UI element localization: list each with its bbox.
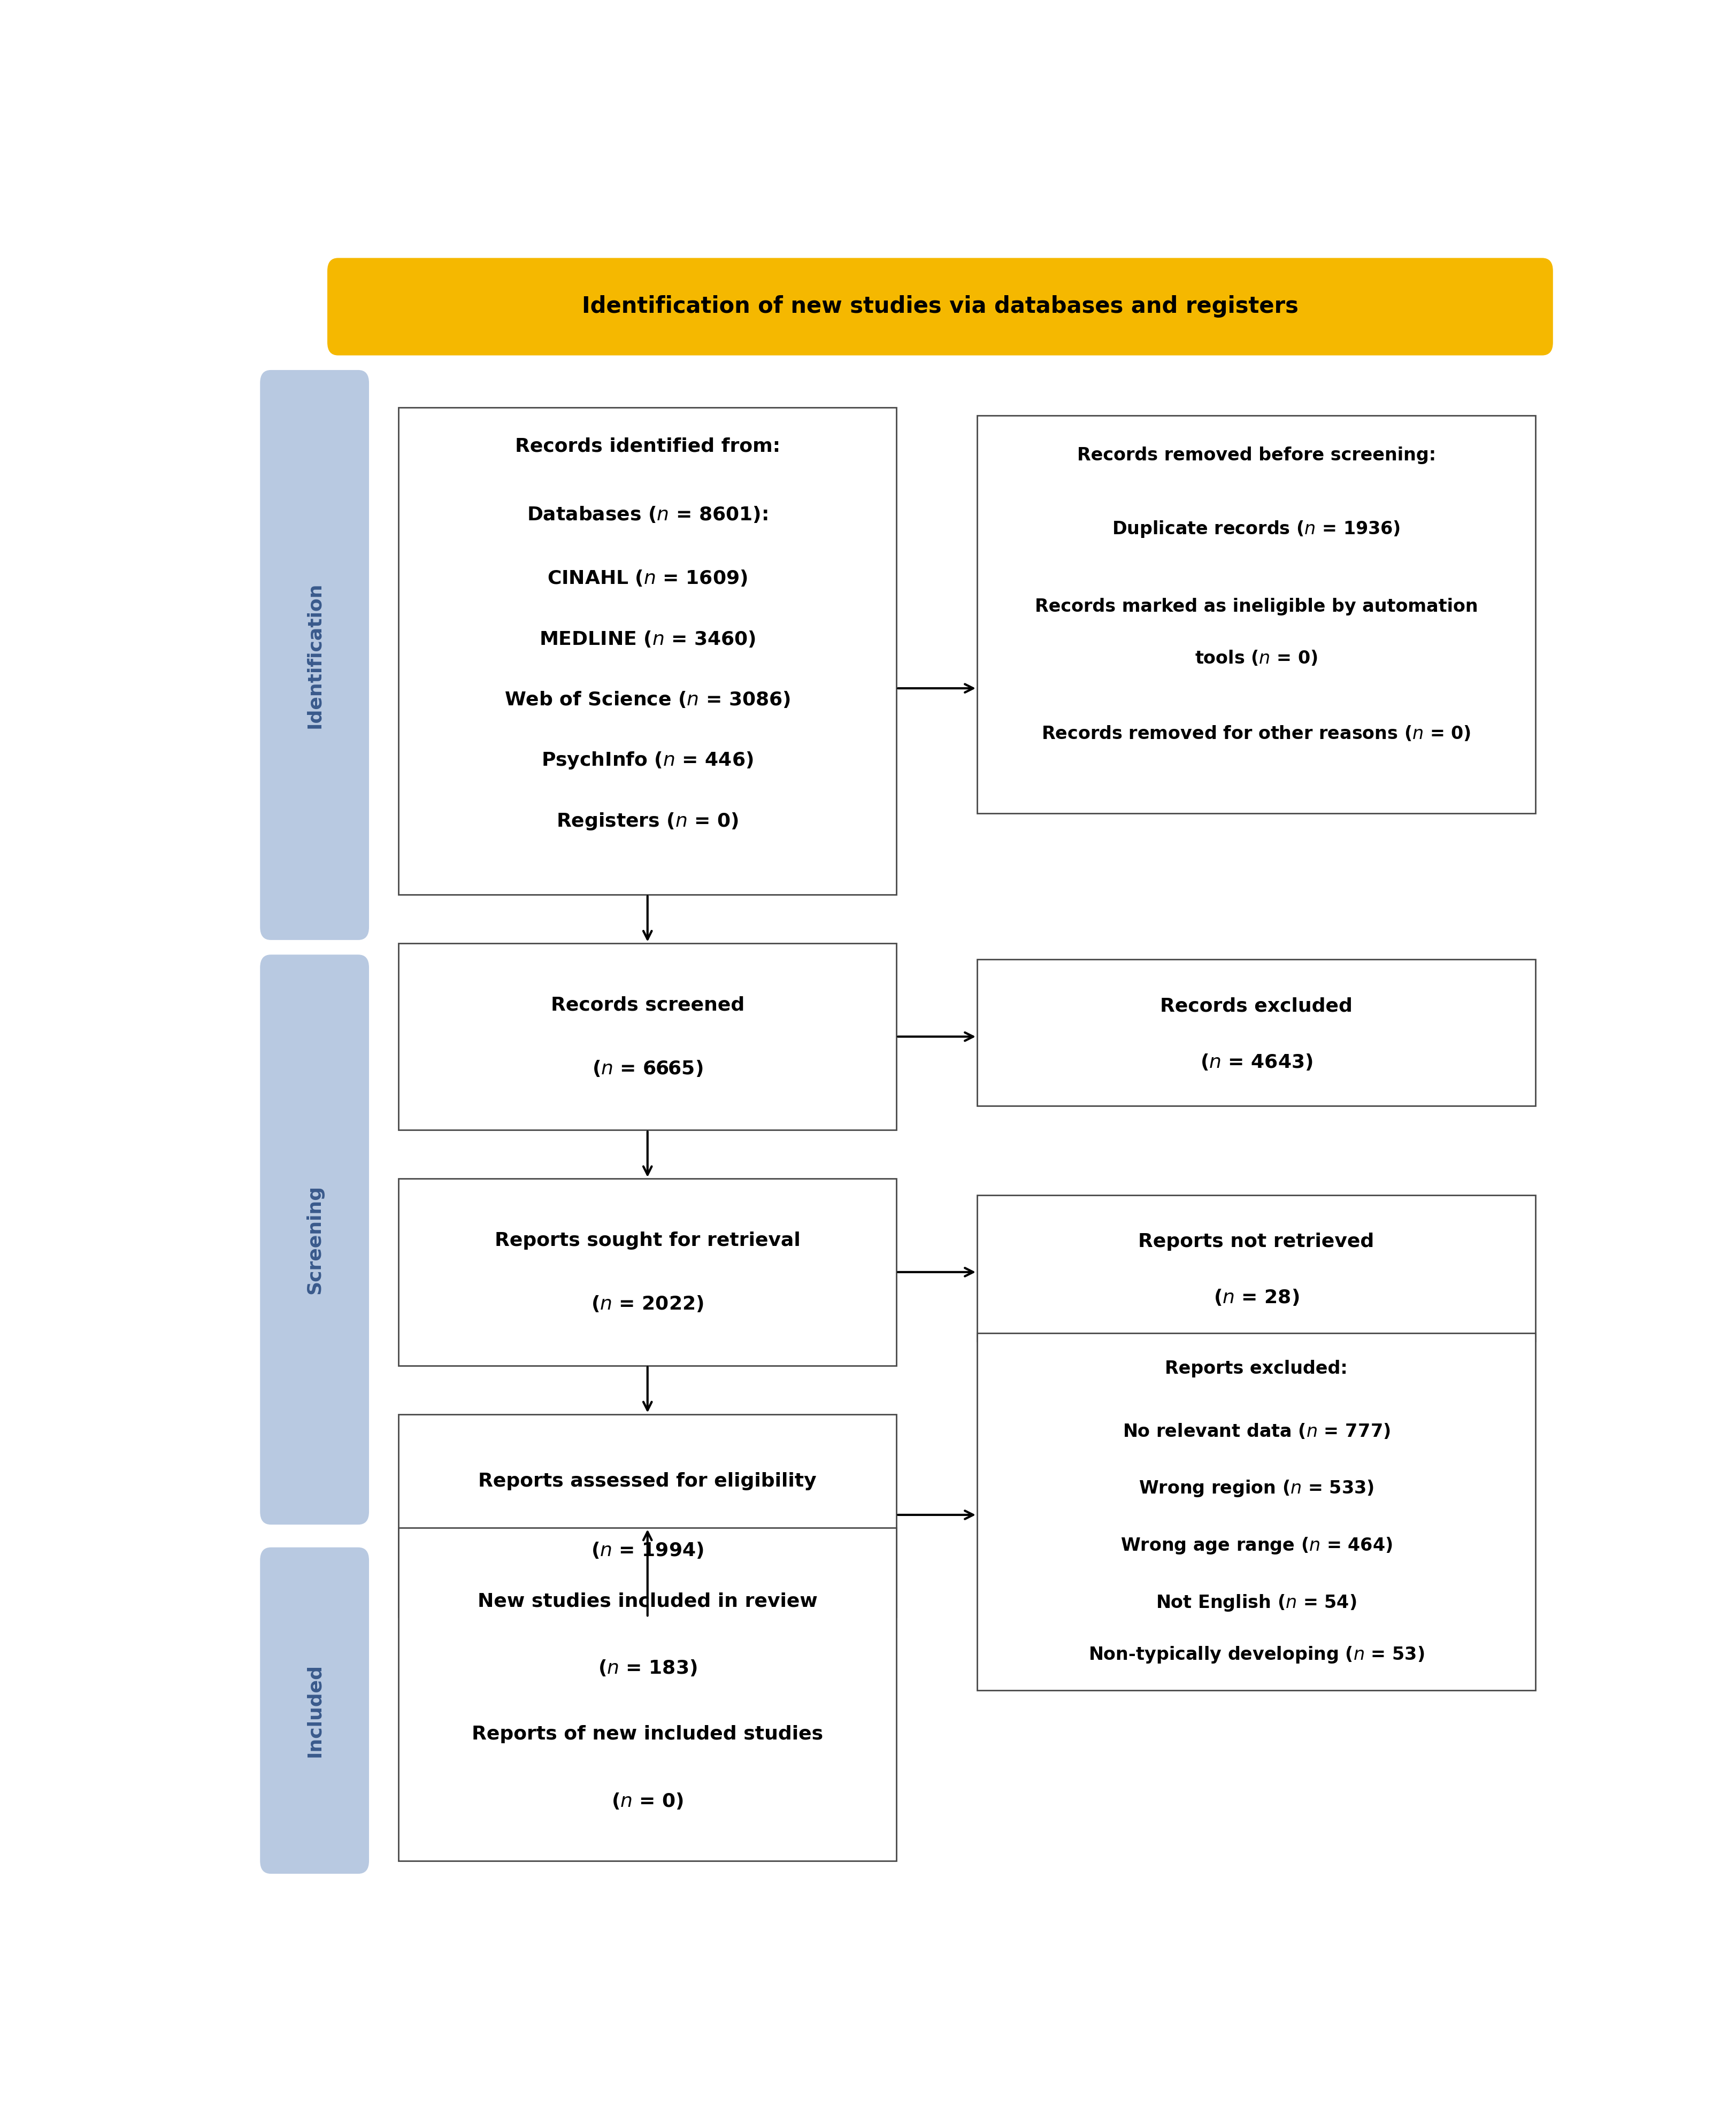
Text: Screening: Screening — [306, 1185, 323, 1295]
Text: Reports assessed for eligibility: Reports assessed for eligibility — [479, 1472, 816, 1491]
Text: Reports not retrieved: Reports not retrieved — [1139, 1232, 1375, 1251]
Text: New studies included in review: New studies included in review — [477, 1592, 818, 1609]
Text: Records marked as ineligible by automation: Records marked as ineligible by automati… — [1035, 597, 1477, 616]
Text: No relevant data ($n$ = 777): No relevant data ($n$ = 777) — [1123, 1421, 1391, 1440]
FancyBboxPatch shape — [260, 955, 370, 1525]
Text: Records excluded: Records excluded — [1160, 998, 1352, 1014]
Text: Wrong age range ($n$ = 464): Wrong age range ($n$ = 464) — [1120, 1535, 1392, 1556]
Text: ($n$ = 2022): ($n$ = 2022) — [592, 1295, 703, 1314]
Text: Records identified from:: Records identified from: — [516, 437, 779, 456]
Text: Not English ($n$ = 54): Not English ($n$ = 54) — [1156, 1592, 1358, 1613]
Text: Reports of new included studies: Reports of new included studies — [472, 1725, 823, 1744]
Text: ($n$ = 28): ($n$ = 28) — [1213, 1289, 1299, 1308]
Text: Records removed before screening:: Records removed before screening: — [1076, 447, 1436, 464]
Text: PsychInfo ($n$ = 446): PsychInfo ($n$ = 446) — [542, 751, 753, 770]
FancyBboxPatch shape — [977, 1333, 1536, 1689]
Text: Wrong region ($n$ = 533): Wrong region ($n$ = 533) — [1139, 1478, 1373, 1497]
Text: Records screened: Records screened — [550, 995, 745, 1014]
Text: Duplicate records ($n$ = 1936): Duplicate records ($n$ = 1936) — [1113, 519, 1401, 538]
Text: Registers ($n$ = 0): Registers ($n$ = 0) — [556, 812, 740, 831]
Text: ($n$ = 183): ($n$ = 183) — [597, 1658, 698, 1677]
FancyBboxPatch shape — [260, 369, 370, 941]
FancyBboxPatch shape — [977, 960, 1536, 1105]
Text: Reports sought for retrieval: Reports sought for retrieval — [495, 1232, 800, 1249]
FancyBboxPatch shape — [399, 1527, 896, 1860]
FancyBboxPatch shape — [260, 1548, 370, 1873]
Text: ($n$ = 1994): ($n$ = 1994) — [592, 1540, 703, 1561]
FancyBboxPatch shape — [399, 407, 896, 894]
Text: MEDLINE ($n$ = 3460): MEDLINE ($n$ = 3460) — [540, 628, 755, 647]
Text: CINAHL ($n$ = 1609): CINAHL ($n$ = 1609) — [547, 567, 748, 588]
FancyBboxPatch shape — [977, 415, 1536, 814]
Text: tools ($n$ = 0): tools ($n$ = 0) — [1194, 650, 1318, 666]
Text: ($n$ = 6665): ($n$ = 6665) — [592, 1059, 703, 1078]
FancyBboxPatch shape — [399, 1415, 896, 1618]
Text: Records removed for other reasons ($n$ = 0): Records removed for other reasons ($n$ =… — [1042, 725, 1470, 742]
Text: ($n$ = 0): ($n$ = 0) — [611, 1791, 684, 1810]
Text: Included: Included — [306, 1664, 323, 1757]
Text: Identification of new studies via databases and registers: Identification of new studies via databa… — [582, 295, 1299, 318]
FancyBboxPatch shape — [977, 1196, 1536, 1341]
FancyBboxPatch shape — [399, 1179, 896, 1365]
Text: Web of Science ($n$ = 3086): Web of Science ($n$ = 3086) — [505, 690, 790, 709]
FancyBboxPatch shape — [399, 943, 896, 1130]
Text: Reports excluded:: Reports excluded: — [1165, 1360, 1347, 1377]
Text: Databases ($n$ = 8601):: Databases ($n$ = 8601): — [528, 504, 767, 525]
FancyBboxPatch shape — [328, 257, 1554, 356]
Text: Identification: Identification — [306, 582, 323, 728]
Text: ($n$ = 4643): ($n$ = 4643) — [1200, 1052, 1312, 1071]
Text: Non-typically developing ($n$ = 53): Non-typically developing ($n$ = 53) — [1088, 1645, 1424, 1664]
